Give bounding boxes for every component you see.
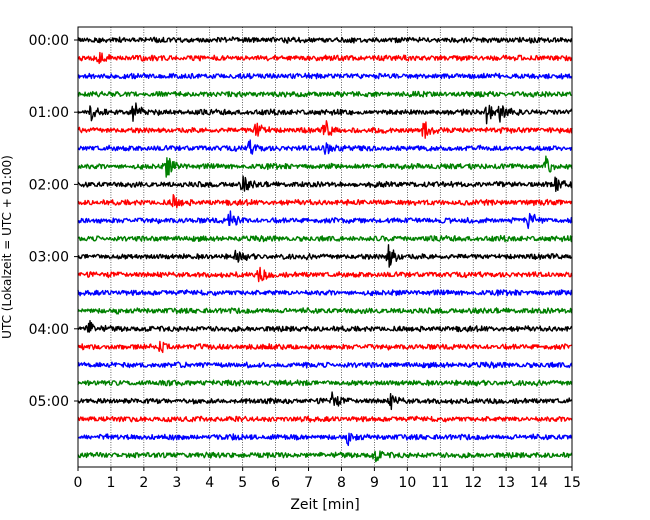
- x-tick-label: 15: [563, 475, 581, 491]
- x-axis-ticks: 0 1 2 3 4 5 6 7 8 9 10 11 12 13 14 15: [74, 467, 581, 491]
- trace-line: [77, 234, 573, 243]
- trace-line: [77, 194, 573, 209]
- x-axis-label: Zeit [min]: [290, 497, 359, 513]
- trace-line: [77, 379, 573, 387]
- x-tick-label: 10: [398, 475, 416, 491]
- trace-line: [77, 210, 573, 230]
- trace-line: [77, 155, 573, 178]
- trace-line: [77, 72, 573, 80]
- x-tick-label: 13: [497, 475, 515, 491]
- trace-line: [77, 361, 573, 369]
- trace-line: [77, 289, 573, 297]
- x-tick-label: 12: [464, 475, 482, 491]
- trace-line: [77, 90, 573, 98]
- y-tick-label: 00:00: [29, 33, 69, 49]
- trace-line: [77, 175, 573, 192]
- y-tick-label: 04:00: [29, 322, 69, 338]
- x-tick-label: 4: [205, 475, 214, 491]
- y-axis-label: UTC (Lokalzeit = UTC + 01:00): [0, 155, 14, 339]
- y-tick-label: 05:00: [29, 394, 69, 410]
- plot-frame: [77, 26, 573, 468]
- trace-line: [77, 432, 573, 447]
- seismic-traces: [77, 36, 573, 463]
- y-tick-label: 02:00: [29, 177, 69, 193]
- trace-line: [77, 102, 573, 125]
- trace-line: [77, 450, 573, 463]
- x-tick-label: 8: [337, 475, 346, 491]
- x-tick-label: 2: [139, 475, 148, 491]
- trace-line: [77, 51, 573, 65]
- x-gridlines: [110, 27, 540, 467]
- x-tick-label: 0: [74, 475, 83, 491]
- x-tick-label: 14: [530, 475, 548, 491]
- x-tick-label: 1: [106, 475, 115, 491]
- x-tick-label: 7: [304, 475, 313, 491]
- trace-line: [77, 415, 573, 423]
- trace-line: [77, 266, 573, 283]
- trace-line: [77, 139, 573, 155]
- trace-line: [77, 340, 573, 354]
- trace-line: [77, 244, 573, 268]
- x-tick-label: 11: [431, 475, 449, 491]
- x-tick-label: 5: [238, 475, 247, 491]
- trace-line: [77, 307, 573, 315]
- x-tick-label: 6: [271, 475, 280, 491]
- y-tick-label: 01:00: [29, 105, 69, 121]
- x-tick-label: 9: [370, 475, 379, 491]
- trace-line: [77, 36, 573, 44]
- x-tick-label: 3: [172, 475, 181, 491]
- trace-line: [77, 391, 573, 411]
- y-axis-ticks: 00:00 01:00 02:00 03:00 04:00 05:00: [29, 33, 78, 410]
- trace-line: [77, 320, 573, 333]
- trace-line: [77, 120, 573, 139]
- y-tick-label: 03:00: [29, 250, 69, 266]
